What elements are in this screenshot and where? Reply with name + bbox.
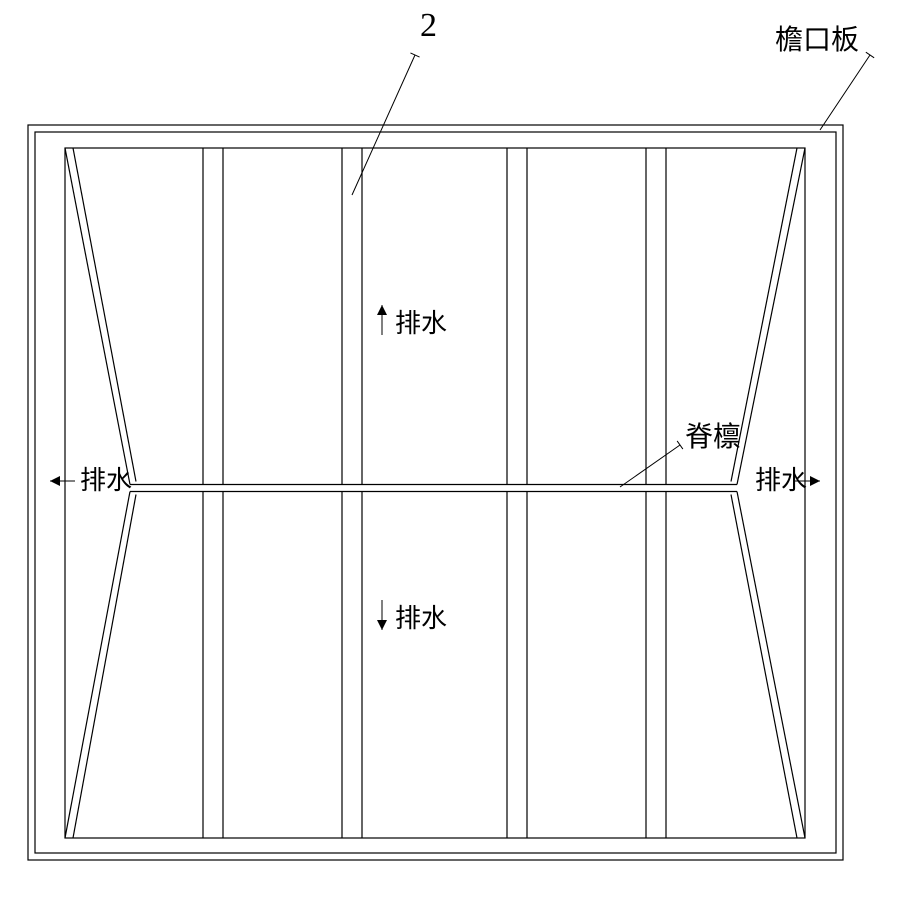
drain-top-label: 排水 bbox=[395, 303, 447, 340]
callout-2-label: 2 bbox=[420, 7, 437, 45]
drain-left-label: 排水 bbox=[80, 460, 132, 497]
diagram-svg bbox=[0, 0, 898, 917]
drain-bottom-label: 排水 bbox=[395, 598, 447, 635]
ridge-purlin-label: 脊檩 bbox=[685, 415, 741, 455]
roof-plan-diagram: 2 檐口板 脊檩 排水 排水 排水 排水 bbox=[0, 0, 898, 917]
drain-right-label: 排水 bbox=[755, 460, 807, 497]
fascia-board-label: 檐口板 bbox=[775, 18, 859, 58]
